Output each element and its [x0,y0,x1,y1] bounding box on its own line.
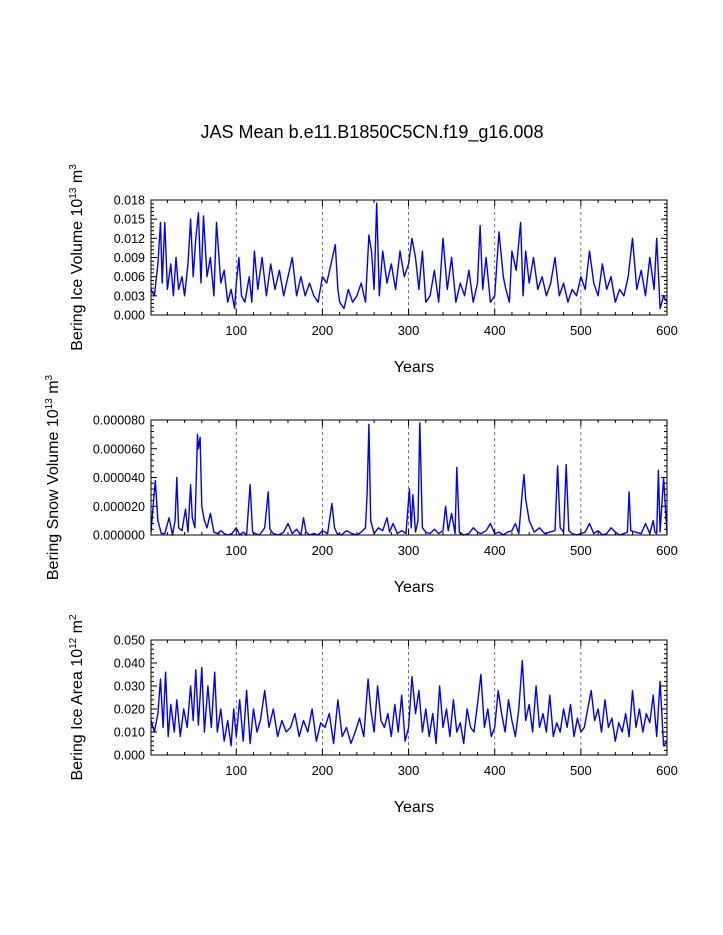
y-tick-label: 0.015 [114,213,145,227]
y-tick-label: 0.040 [114,657,145,671]
y-axis-label: Bering Snow Volume 1013 m3 [44,374,62,580]
y-label-text: m [45,380,62,398]
x-tick-label: 200 [312,543,334,558]
x-tick-label: 500 [570,323,592,338]
chart-panels: 100 200 300 400 500 600 0.000 0.003 0.006 0.009 0.… [44,164,678,816]
y-label-superscript: 2 [68,614,79,620]
x-axis-label: Years [394,799,434,816]
y-label-text: m [69,620,86,638]
y-tick-label: 0.009 [114,251,145,265]
series-line [150,660,668,747]
y-tick-label: 0.050 [114,634,145,648]
x-tick-label: 200 [312,763,334,778]
y-tick-label: 0.030 [114,680,145,694]
y-label-superscript: 13 [44,398,55,410]
y-tick-label: 0.020 [114,703,145,717]
x-tick-label: 300 [398,323,420,338]
y-tick-label: 0.000060 [93,442,145,456]
x-tick-label: 500 [570,543,592,558]
y-label-text: Bering Ice Volume 10 [69,199,86,351]
x-tick-label: 600 [656,763,678,778]
y-tick-label: 0.000080 [93,414,145,428]
y-label-text: Bering Ice Area 10 [69,649,86,781]
y-tick-label: 0.000 [114,749,145,763]
x-tick-label: 600 [656,543,678,558]
x-tick-label: 300 [398,543,420,558]
y-tick-label: 0.012 [114,232,145,246]
y-tick-label: 0.018 [114,194,145,208]
y-axis-label: Bering Ice Volume 1013 m3 [68,164,86,351]
y-tick-label: 0.006 [114,270,145,284]
x-tick-label: 400 [484,543,506,558]
x-tick-label: 400 [484,763,506,778]
y-label-superscript: 13 [68,187,79,199]
y-label-superscript: 3 [44,374,55,380]
y-tick-label: 0.000020 [93,500,145,514]
x-tick-label: 500 [570,763,592,778]
chart-panel-3: 100 200 300 400 500 600 0.000 0.010 0.020 0.030 0.… [68,614,678,816]
x-tick-label: 200 [312,323,334,338]
x-tick-label: 100 [225,543,247,558]
x-axis-label: Years [394,359,434,376]
chart-panel-2: 100 200 300 400 500 600 0.000000 0.000020 0.0000… [44,374,678,596]
y-tick-label: 0.010 [114,726,145,740]
y-label-superscript: 3 [68,164,79,170]
chart-panel-1: 100 200 300 400 500 600 0.000 0.003 0.006 0.009 0.… [68,164,678,376]
y-label-superscript: 12 [68,637,79,649]
x-tick-label: 400 [484,323,506,338]
y-axis-label: Bering Ice Area 1012 m2 [68,614,86,781]
x-axis-label: Years [394,579,434,596]
y-label-text: Bering Snow Volume 10 [45,409,62,580]
series-line [150,202,668,310]
x-tick-label: 100 [225,763,247,778]
y-tick-label: 0.000 [114,309,145,323]
y-tick-label: 0.000000 [93,529,145,543]
y-label-text: m [69,170,86,188]
y-tick-label: 0.000040 [93,471,145,485]
figure-title: JAS Mean b.e11.B1850C5CN.f19_g16.008 [201,122,544,143]
y-tick-label: 0.003 [114,289,145,303]
x-tick-label: 600 [656,323,678,338]
x-tick-label: 300 [398,763,420,778]
x-tick-label: 100 [225,323,247,338]
